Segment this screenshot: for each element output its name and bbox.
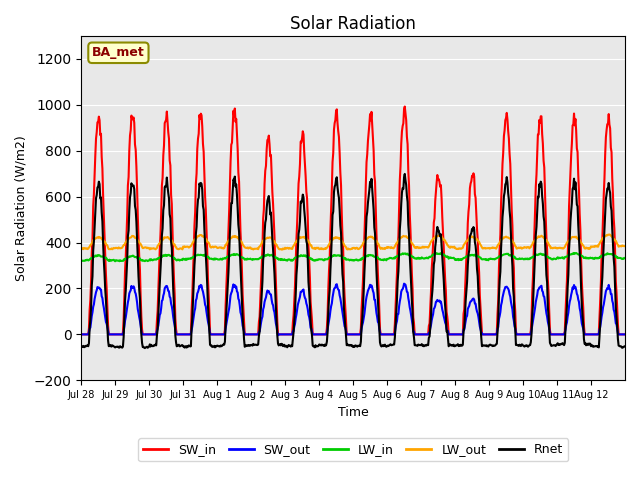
- Rnet: [269, 236, 276, 242]
- SW_in: [440, 244, 447, 250]
- SW_out: [289, 328, 297, 334]
- LW_out: [77, 245, 85, 251]
- SW_out: [241, 332, 248, 337]
- Rnet: [620, 344, 628, 349]
- X-axis label: Time: Time: [338, 406, 369, 419]
- Line: LW_out: LW_out: [81, 235, 624, 250]
- SW_out: [274, 333, 282, 338]
- SW_in: [620, 332, 628, 337]
- Rnet: [440, 292, 448, 298]
- Rnet: [410, 335, 418, 340]
- LW_out: [605, 232, 613, 238]
- Rnet: [141, 345, 149, 350]
- LW_out: [620, 243, 628, 249]
- LW_in: [111, 258, 119, 264]
- LW_out: [440, 237, 447, 243]
- Rnet: [141, 345, 148, 351]
- LW_out: [289, 244, 297, 250]
- Line: SW_in: SW_in: [81, 107, 624, 335]
- LW_in: [241, 257, 249, 263]
- Rnet: [77, 343, 85, 349]
- LW_in: [620, 255, 628, 261]
- LW_in: [440, 252, 447, 257]
- SW_in: [241, 332, 248, 337]
- LW_in: [269, 252, 276, 258]
- Y-axis label: Solar Radiation (W/m2): Solar Radiation (W/m2): [15, 135, 28, 281]
- Title: Solar Radiation: Solar Radiation: [290, 15, 416, 33]
- LW_out: [141, 244, 148, 250]
- SW_out: [400, 281, 408, 287]
- SW_out: [410, 329, 418, 335]
- SW_out: [440, 316, 448, 322]
- LW_out: [410, 242, 417, 248]
- SW_in: [141, 332, 148, 337]
- LW_in: [410, 254, 417, 260]
- SW_out: [620, 332, 628, 337]
- Rnet: [241, 343, 249, 349]
- LW_in: [570, 250, 578, 256]
- SW_in: [268, 171, 275, 177]
- LW_out: [241, 244, 248, 250]
- LW_in: [77, 257, 85, 263]
- SW_out: [77, 332, 85, 337]
- LW_in: [289, 257, 297, 263]
- SW_out: [141, 332, 148, 337]
- Rnet: [401, 171, 408, 177]
- Legend: SW_in, SW_out, LW_in, LW_out, Rnet: SW_in, SW_out, LW_in, LW_out, Rnet: [138, 438, 568, 461]
- Line: LW_in: LW_in: [81, 253, 624, 261]
- LW_out: [278, 247, 286, 252]
- SW_in: [401, 104, 408, 109]
- LW_in: [141, 257, 149, 263]
- Text: BA_met: BA_met: [92, 46, 145, 59]
- SW_out: [268, 297, 275, 303]
- SW_in: [289, 332, 296, 337]
- Line: SW_out: SW_out: [81, 284, 624, 336]
- Line: Rnet: Rnet: [81, 174, 624, 348]
- SW_in: [410, 314, 417, 320]
- LW_out: [268, 235, 275, 241]
- Rnet: [289, 336, 297, 342]
- SW_in: [77, 332, 85, 337]
